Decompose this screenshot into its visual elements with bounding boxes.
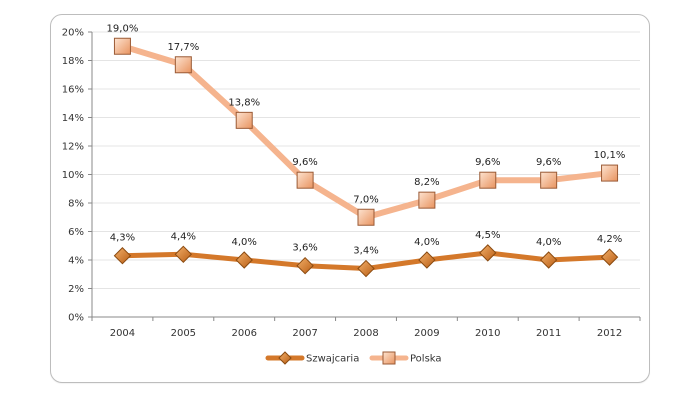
x-tick-label: 2005 — [171, 328, 196, 339]
x-tick-label: 2007 — [292, 328, 317, 339]
chart-frame — [50, 14, 650, 383]
series-line-polska — [119, 43, 613, 221]
x-tick-label: 2012 — [597, 328, 622, 339]
y-tick-label: 4% — [68, 256, 84, 267]
legend-label-szwajcaria: Szwajcaria — [306, 354, 359, 365]
data-point-polska — [296, 171, 314, 189]
data-label-szwajcaria: 4,0% — [536, 237, 561, 248]
data-label-polska: 8,2% — [414, 177, 439, 188]
legend: Szwajcaria Polska — [265, 351, 442, 365]
y-tick-label: 6% — [68, 227, 84, 238]
data-label-polska: 9,6% — [475, 157, 500, 168]
data-label-szwajcaria: 4,5% — [475, 230, 500, 241]
data-point-szwajcaria — [113, 247, 132, 265]
data-label-szwajcaria: 4,0% — [414, 237, 439, 248]
data-point-polska — [357, 208, 375, 226]
y-tick-label: 12% — [62, 142, 84, 153]
data-label-szwajcaria: 4,3% — [110, 233, 135, 244]
x-tick-label: 2010 — [475, 328, 500, 339]
data-point-polska — [174, 56, 192, 74]
y-tick-label: 14% — [62, 113, 84, 124]
x-tick-label: 2004 — [110, 328, 135, 339]
data-point-polska — [113, 37, 131, 55]
data-point-szwajcaria — [174, 245, 193, 264]
legend-marker-polska — [382, 351, 396, 365]
data-point-szwajcaria — [418, 251, 436, 269]
data-point-polska — [235, 111, 253, 129]
data-point-polska — [601, 164, 619, 182]
data-point-polska — [540, 171, 558, 189]
data-label-szwajcaria: 3,4% — [353, 246, 378, 257]
series-layer — [113, 37, 619, 278]
data-label-polska: 7,0% — [353, 194, 378, 205]
data-label-szwajcaria: 4,2% — [597, 234, 622, 245]
legend-label-polska: Polska — [410, 354, 442, 365]
y-tick-label: 10% — [62, 170, 84, 181]
legend-marker-szwajcaria — [278, 351, 292, 365]
x-tick-label: 2011 — [536, 328, 561, 339]
data-point-polska — [418, 191, 436, 209]
data-label-szwajcaria: 3,6% — [292, 243, 317, 254]
data-label-polska: 9,6% — [536, 157, 561, 168]
y-tick-label: 18% — [62, 56, 84, 67]
data-label-polska: 13,8% — [228, 97, 260, 108]
data-point-szwajcaria — [479, 244, 497, 262]
data-point-szwajcaria — [539, 251, 558, 269]
data-point-szwajcaria — [296, 256, 314, 275]
data-label-szwajcaria: 4,4% — [171, 231, 196, 242]
data-point-szwajcaria — [235, 251, 253, 269]
y-tick-label: 20% — [62, 28, 84, 39]
y-tick-label: 2% — [68, 284, 84, 295]
y-tick-label: 8% — [68, 199, 84, 210]
data-label-polska: 10,1% — [594, 150, 626, 161]
data-label-polska: 19,0% — [107, 23, 139, 34]
data-label-polska: 9,6% — [292, 157, 317, 168]
y-tick-label: 16% — [62, 85, 84, 96]
axes: 0% 2% 4% 6% 8% 10% 12% 14% 16% 18% 20% 2004 2005 2006… — [62, 28, 641, 339]
x-tick-label: 2008 — [353, 328, 378, 339]
data-point-szwajcaria — [357, 259, 375, 278]
x-tick-label: 2006 — [231, 328, 256, 339]
data-label-polska: 17,7% — [167, 42, 199, 53]
data-label-szwajcaria: 4,0% — [232, 237, 257, 248]
data-point-szwajcaria — [600, 248, 619, 266]
x-tick-label: 2009 — [414, 328, 439, 339]
data-point-polska — [479, 171, 497, 189]
y-tick-label: 0% — [68, 313, 84, 324]
data-labels: 4,3% 4,4% 4,0% 3,6% 3,4% 4,0% 4,5% 4,0% 4,2% 19,0… — [107, 23, 626, 256]
